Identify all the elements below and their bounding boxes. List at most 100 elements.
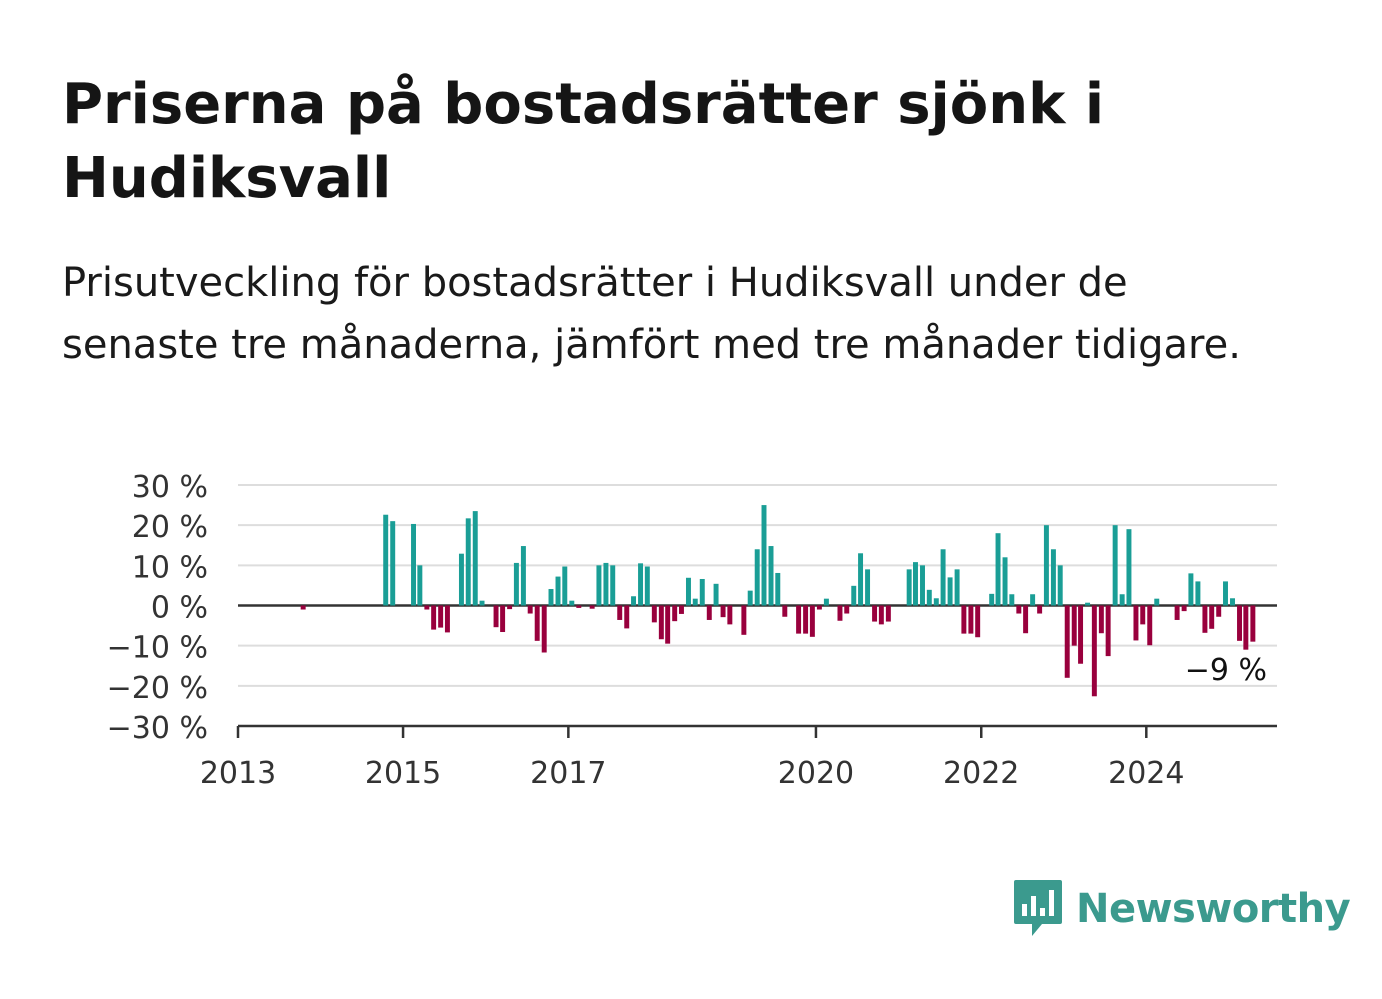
bar-2016-03 — [500, 605, 506, 633]
bar-2023-03 — [1078, 605, 1084, 664]
bar-2020-10 — [878, 605, 884, 625]
bar-2018-12 — [727, 605, 733, 625]
x-tick-label: 2020 — [778, 756, 854, 791]
bar-2018-07 — [692, 598, 698, 606]
bar-2024-05 — [1174, 605, 1180, 620]
bar-2019-03 — [747, 590, 753, 606]
x-tick-label: 2015 — [365, 756, 441, 791]
bar-2022-04 — [1002, 557, 1008, 606]
bar-2016-07 — [527, 605, 533, 614]
bar-2017-12 — [644, 566, 650, 606]
bar-2020-04 — [837, 605, 843, 621]
bar-2017-07 — [610, 565, 616, 606]
bar-2020-07 — [858, 553, 864, 606]
bar-2025-02 — [1237, 605, 1242, 641]
bar-2013-10 — [300, 605, 306, 610]
bar-2021-06 — [933, 598, 939, 606]
bar-2017-05 — [596, 565, 602, 606]
bar-2015-02 — [411, 523, 416, 606]
bar-2018-02 — [658, 605, 664, 640]
y-tick-label: 20 % — [132, 510, 208, 545]
bar-2016-06 — [520, 546, 526, 606]
bar-2024-10 — [1209, 605, 1215, 629]
bar-2023-08 — [1112, 525, 1118, 606]
bar-2019-11 — [803, 605, 809, 634]
bar-2023-05 — [1091, 605, 1097, 697]
bar-2015-10 — [465, 518, 471, 606]
bar-2021-04 — [920, 565, 925, 606]
bar-2024-12 — [1223, 581, 1228, 606]
annotation-label: −9 % — [1185, 653, 1267, 688]
y-tick-label: 10 % — [132, 550, 208, 585]
x-axis: 2013 2015 2017 2020 2022 2024 — [200, 724, 1277, 791]
chart-title: Priserna på bostadsrätter sjönk i Hudiks… — [62, 72, 1105, 211]
bar-2015-05 — [431, 605, 437, 630]
bar-2019-05 — [761, 505, 767, 606]
bar-2021-07 — [940, 549, 946, 606]
bar-2020-11 — [885, 605, 891, 622]
bar-2021-02 — [906, 569, 912, 606]
bar-2016-08 — [534, 605, 540, 641]
bar-2017-08 — [617, 605, 623, 620]
bar-2017-06 — [603, 562, 609, 606]
bar-2025-03 — [1243, 605, 1249, 650]
bar-2021-05 — [926, 589, 932, 606]
bar-2022-05 — [1009, 594, 1015, 606]
bar-2024-06 — [1181, 605, 1187, 612]
bar-2015-12 — [479, 600, 485, 606]
x-tick-label: 2024 — [1108, 756, 1184, 791]
bar-2018-10 — [713, 583, 719, 606]
chart-subtitle: Prisutveckling för bostadsrätter i Hudik… — [62, 260, 1241, 368]
bar-2016-12 — [562, 566, 568, 606]
bar-2017-09 — [624, 605, 630, 629]
bar-2016-11 — [555, 576, 561, 606]
bar-2017-02 — [576, 605, 582, 608]
bar-2023-01 — [1064, 605, 1070, 678]
bar-2016-09 — [541, 605, 547, 653]
bar-2018-03 — [665, 605, 671, 644]
bar-2023-09 — [1119, 594, 1125, 606]
bar-2020-09 — [872, 605, 878, 622]
bar-2022-03 — [995, 533, 1001, 606]
bar-2016-10 — [548, 589, 554, 606]
bar-2018-11 — [720, 605, 726, 618]
bar-2022-08 — [1030, 594, 1036, 606]
bar-2023-07 — [1105, 605, 1111, 657]
bar-2021-09 — [954, 569, 960, 606]
bar-2023-12 — [1140, 605, 1146, 625]
bar-2021-12 — [975, 605, 981, 638]
y-tick-label: −30 % — [107, 711, 208, 746]
bar-2022-12 — [1057, 565, 1063, 606]
bar-2020-01 — [816, 605, 822, 610]
bar-2025-01 — [1230, 598, 1235, 606]
bar-2022-06 — [1016, 605, 1022, 614]
bar-2024-08 — [1195, 581, 1201, 606]
bar-2023-02 — [1071, 605, 1077, 646]
bar-2018-06 — [685, 577, 691, 606]
bar-2018-09 — [706, 605, 712, 620]
bar-2021-03 — [913, 562, 918, 606]
brand: Newsworthy — [1012, 878, 1351, 940]
y-axis: 30 % 20 % 10 % 0 % −10 % −20 % −30 % — [107, 470, 208, 746]
bar-2023-11 — [1133, 605, 1139, 641]
bar-2015-04 — [424, 605, 430, 610]
bars — [300, 505, 1256, 697]
bar-chart: 30 %20 %10 %0 %−10 %−20 %−30 % 2013 2015 2… — [107, 470, 1277, 791]
bar-2016-05 — [513, 562, 519, 606]
bar-2025-04 — [1250, 605, 1256, 642]
bar-2014-11 — [390, 521, 396, 606]
bar-2022-02 — [989, 593, 995, 606]
bar-2016-04 — [507, 605, 513, 610]
bar-2021-08 — [947, 577, 953, 606]
bar-2016-02 — [493, 605, 499, 628]
bar-2017-01 — [569, 600, 575, 606]
bar-2015-03 — [417, 565, 423, 606]
bar-2024-02 — [1154, 598, 1160, 606]
bar-2014-10 — [383, 514, 389, 606]
bar-2018-08 — [699, 578, 705, 606]
annotation: −9 % — [1182, 650, 1270, 691]
bar-2022-07 — [1023, 605, 1029, 634]
bar-2018-01 — [651, 605, 657, 623]
bar-2019-04 — [754, 549, 760, 606]
bar-2024-01 — [1147, 605, 1153, 646]
